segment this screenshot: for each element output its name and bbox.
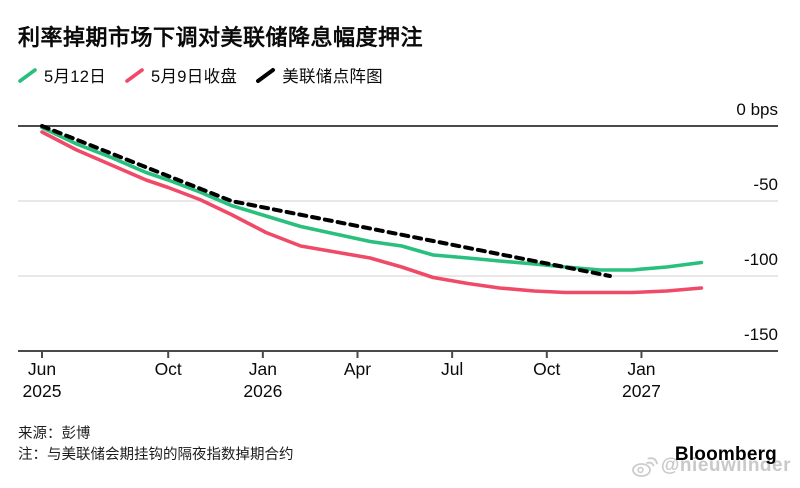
series-line xyxy=(40,130,704,295)
y-axis-label-minus100: -100 xyxy=(743,250,778,269)
watermark-handle: @nieuwilnder xyxy=(660,455,791,476)
y-axis-label-minus50: -50 xyxy=(753,175,778,194)
legend-label-may12: 5月12日 xyxy=(44,68,107,86)
x-axis-year-2025: 2025 xyxy=(22,381,62,401)
black-line-swatch-icon xyxy=(256,67,276,83)
series-line xyxy=(40,125,704,272)
x-axis-label-jan27: Jan xyxy=(627,359,656,379)
legend-item-may12: 5月12日 xyxy=(18,63,106,87)
x-axis-label-jul26: Jul xyxy=(440,359,464,379)
legend-item-fed-dot-plot: 美联储点阵图 xyxy=(256,63,383,87)
note-line: 注：与美联储会期挂钩的隔夜指数掉期合约 xyxy=(18,447,294,464)
chart-title: 利率掉期市场下调对美联储降息幅度押注 xyxy=(18,25,424,50)
x-axis-label-oct25: Oct xyxy=(154,359,182,379)
pink-line-swatch-icon xyxy=(125,67,144,83)
x-axis-label-oct26: Oct xyxy=(533,359,561,379)
footnotes: 来源：彭博 注：与美联储会期挂钩的隔夜指数掉期合约 xyxy=(18,424,294,466)
green-line-swatch-icon xyxy=(18,67,37,83)
x-axis-year-2027: 2027 xyxy=(621,381,661,401)
bloomberg-logo: Bloomberg xyxy=(674,444,777,465)
y-axis-label-0bps: 0 bps xyxy=(736,100,778,119)
weibo-watermark: @nieuwilnder xyxy=(631,453,791,479)
series-line xyxy=(40,124,612,278)
legend-label-may9-close: 5月9日收盘 xyxy=(151,68,238,86)
legend: 5月12日 5月9日收盘 美联储点阵图 xyxy=(18,63,402,87)
y-axis-label-minus150: -150 xyxy=(743,325,778,344)
x-axis-label-jun25: Jun xyxy=(27,359,57,379)
source-line: 来源：彭博 xyxy=(18,426,91,442)
weibo-icon xyxy=(632,457,658,477)
legend-label-fed-dot-plot: 美联储点阵图 xyxy=(282,68,383,86)
x-axis-label-jan26: Jan xyxy=(248,359,277,379)
x-axis-label-apr26: Apr xyxy=(343,359,372,379)
x-axis-year-2026: 2026 xyxy=(243,381,283,401)
legend-item-may9-close: 5月9日收盘 xyxy=(125,63,237,87)
